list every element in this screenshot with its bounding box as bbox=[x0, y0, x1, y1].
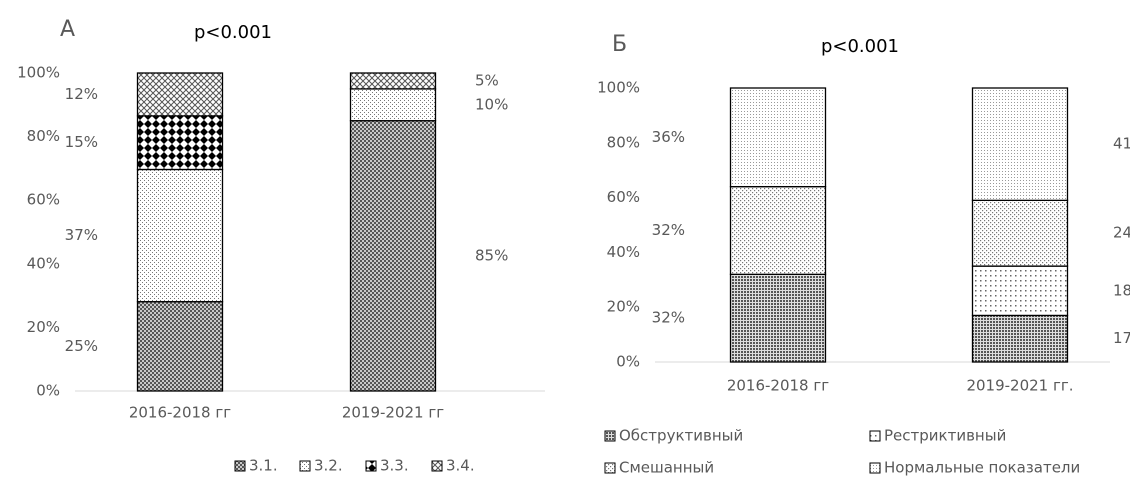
legend-label: 3.2. bbox=[314, 457, 343, 475]
data-label: 41% bbox=[1113, 135, 1130, 153]
y-tick-label: 40% bbox=[607, 243, 640, 261]
bar-segment bbox=[971, 87, 1069, 201]
legend-swatch bbox=[869, 430, 881, 442]
data-label: 25% bbox=[65, 337, 98, 355]
legend-swatch bbox=[365, 460, 377, 472]
data-label: 15% bbox=[65, 133, 98, 151]
x-tick-label: 2016-2018 гг bbox=[129, 404, 231, 422]
bar-segment bbox=[729, 185, 827, 275]
chart-title: А bbox=[60, 17, 75, 42]
chart-subtitle: p<0.001 bbox=[194, 22, 272, 43]
data-label: 5% bbox=[475, 71, 499, 89]
legend-label: Смешанный bbox=[619, 459, 714, 477]
legend-swatch bbox=[431, 460, 443, 472]
data-label: 85% bbox=[475, 246, 508, 264]
y-tick-label: 80% bbox=[607, 133, 640, 151]
bar-segment bbox=[729, 273, 827, 363]
data-label: 36% bbox=[652, 128, 685, 146]
y-tick-label: 0% bbox=[36, 382, 60, 400]
bar-segment bbox=[136, 72, 224, 117]
y-tick-label: 80% bbox=[27, 127, 60, 145]
y-tick-label: 0% bbox=[616, 353, 640, 371]
data-label: 32% bbox=[652, 221, 685, 239]
data-label: 18% bbox=[1113, 281, 1130, 299]
legend-label: Рестриктивный bbox=[884, 427, 1006, 445]
bar-segment bbox=[971, 199, 1069, 267]
y-tick-label: 100% bbox=[17, 64, 60, 82]
legend-swatch bbox=[604, 462, 616, 474]
data-label: 17% bbox=[1113, 329, 1130, 347]
x-tick-label: 2019-2021 гг bbox=[342, 404, 444, 422]
legend-label: 3.4. bbox=[446, 457, 475, 475]
x-tick-label: 2016-2018 гг bbox=[727, 377, 829, 395]
x-tick-label: 2019-2021 гг. bbox=[966, 377, 1073, 395]
bar-segment bbox=[349, 120, 437, 392]
legend-swatch bbox=[234, 460, 246, 472]
y-tick-label: 40% bbox=[27, 254, 60, 272]
data-label: 24% bbox=[1113, 224, 1130, 242]
chart-subtitle: p<0.001 bbox=[821, 36, 899, 57]
legend-label: Нормальные показатели bbox=[884, 459, 1080, 477]
chart-title: Б bbox=[612, 32, 627, 57]
legend-swatch bbox=[869, 462, 881, 474]
y-tick-label: 60% bbox=[607, 188, 640, 206]
legend-label: 3.3. bbox=[380, 457, 409, 475]
y-tick-label: 100% bbox=[597, 79, 640, 97]
bar-segment bbox=[349, 72, 437, 90]
legend-label: 3.1. bbox=[249, 457, 278, 475]
legend-swatch bbox=[299, 460, 311, 472]
bar-segment bbox=[349, 88, 437, 122]
data-label: 37% bbox=[65, 226, 98, 244]
data-label: 12% bbox=[65, 85, 98, 103]
legend-label: Обструктивный bbox=[619, 427, 743, 445]
data-label: 32% bbox=[652, 309, 685, 327]
bar-segment bbox=[136, 301, 224, 392]
y-tick-label: 20% bbox=[607, 298, 640, 316]
legend-swatch bbox=[604, 430, 616, 442]
bar-segment bbox=[729, 87, 827, 188]
bar-segment bbox=[971, 314, 1069, 363]
data-label: 10% bbox=[475, 95, 508, 113]
bar-segment bbox=[136, 115, 224, 171]
y-tick-label: 20% bbox=[27, 318, 60, 336]
bar-segment bbox=[971, 265, 1069, 317]
y-tick-label: 60% bbox=[27, 191, 60, 209]
bar-segment bbox=[136, 168, 224, 303]
